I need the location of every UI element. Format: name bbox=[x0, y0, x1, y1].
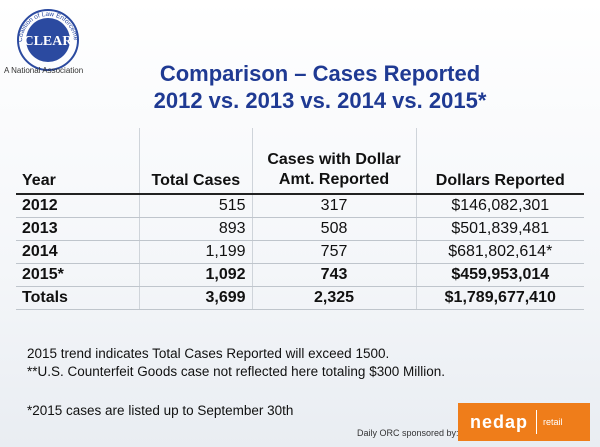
cell-dollars: $681,802,614* bbox=[416, 240, 584, 264]
logo-name: CLEAR bbox=[23, 34, 73, 49]
logo-tagline: A National Association bbox=[4, 66, 84, 75]
table-row-totals: Totals 3,699 2,325 $1,789,677,410 bbox=[16, 286, 584, 310]
title-line-2: 2012 vs. 2013 vs. 2014 vs. 2015* bbox=[153, 88, 487, 113]
cell-total: 3,699 bbox=[139, 286, 253, 310]
nedap-logo: nedap retail bbox=[458, 403, 590, 441]
cell-year: Totals bbox=[16, 286, 141, 310]
cell-dollars: $146,082,301 bbox=[416, 194, 584, 218]
title-line-1: Comparison – Cases Reported bbox=[159, 61, 481, 86]
clear-logo: Coalition of Law Enforcement and Retail … bbox=[8, 0, 96, 82]
table-row: 2012 515 317 $146,082,301 bbox=[16, 194, 584, 218]
cell-cases: 508 bbox=[252, 217, 417, 241]
cell-total: 1,199 bbox=[139, 240, 253, 264]
header-dollars-reported: Dollars Reported bbox=[416, 128, 584, 195]
cases-table: Year Total Cases Cases with Dollar Amt. … bbox=[16, 128, 584, 310]
cell-total: 893 bbox=[139, 217, 253, 241]
cell-total: 1,092 bbox=[139, 263, 253, 287]
header-total-cases: Total Cases bbox=[139, 128, 253, 195]
cell-dollars: $1,789,677,410 bbox=[416, 286, 584, 310]
cell-total: 515 bbox=[139, 194, 253, 218]
sponsor-logo-sub: retail bbox=[543, 417, 563, 427]
header-cases-line-1: Cases with Dollar bbox=[267, 151, 401, 168]
table-row: 2013 893 508 $501,839,481 bbox=[16, 217, 584, 241]
counterfeit-note: **U.S. Counterfeit Goods case not reflec… bbox=[27, 364, 445, 379]
cell-year: 2014 bbox=[16, 240, 141, 264]
sponsor-text: Daily ORC sponsored by: bbox=[357, 428, 459, 438]
clear-logo-graphic: Coalition of Law Enforcement and Retail … bbox=[8, 0, 79, 71]
table-row: 2014 1,199 757 $681,802,614* bbox=[16, 240, 584, 264]
sponsor-logo-divider bbox=[536, 410, 538, 434]
sponsor-logo-name: nedap bbox=[470, 411, 529, 432]
header-cases-with-dollar: Cases with Dollar Amt. Reported bbox=[252, 128, 417, 195]
cell-cases: 2,325 bbox=[252, 286, 417, 310]
cell-dollars: $501,839,481 bbox=[416, 217, 584, 241]
table-row: 2015* 1,092 743 $459,953,014 bbox=[16, 263, 584, 287]
cell-year: 2013 bbox=[16, 217, 141, 241]
cell-cases: 757 bbox=[252, 240, 417, 264]
cell-cases: 743 bbox=[252, 263, 417, 287]
cell-cases: 317 bbox=[252, 194, 417, 218]
trend-note: 2015 trend indicates Total Cases Reporte… bbox=[27, 346, 390, 361]
footnote: *2015 cases are listed up to September 3… bbox=[27, 403, 294, 418]
header-cases-line-2: Amt. Reported bbox=[278, 171, 390, 188]
cell-year: 2015* bbox=[16, 263, 141, 287]
page-title: Comparison – Cases Reported 2012 vs. 201… bbox=[80, 60, 560, 114]
header-year: Year bbox=[16, 128, 141, 195]
cell-dollars: $459,953,014 bbox=[416, 263, 584, 287]
table-header-row: Year Total Cases Cases with Dollar Amt. … bbox=[16, 128, 584, 195]
cell-year: 2012 bbox=[16, 194, 141, 218]
